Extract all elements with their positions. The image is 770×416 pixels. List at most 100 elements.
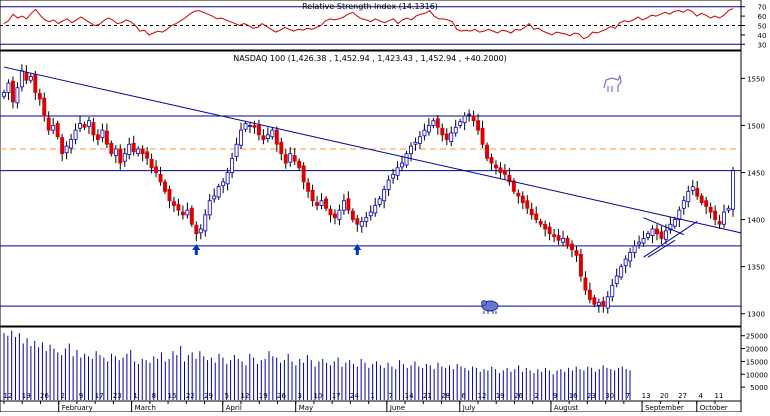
candle-body <box>28 76 33 81</box>
x-day-label: 30 <box>605 392 614 400</box>
x-day-label: 19 <box>259 392 268 400</box>
x-month-label: February <box>62 404 93 412</box>
x-day-label: 12 <box>478 392 487 400</box>
candle-body <box>301 165 306 183</box>
candle-body <box>417 136 422 144</box>
candle-body <box>386 179 391 190</box>
x-day-label: 11 <box>715 392 724 400</box>
candle-body <box>529 208 534 216</box>
volume-tick-label: 10000 <box>746 371 768 379</box>
axis-layer: 12 19 26 2 9 17 23 1 8 15 22 29 5 12 19 26 3 10 17 24 1 7 14 21… <box>3 392 728 412</box>
rsi-tick-label: 70 <box>758 4 767 12</box>
x-day-label: 19 <box>496 392 505 400</box>
trendline <box>3 66 742 234</box>
volume-tick-label: 25000 <box>746 333 768 341</box>
x-axis-panel <box>0 400 742 413</box>
candle-body <box>279 141 284 155</box>
x-day-label: 12 <box>4 392 13 400</box>
candle-body <box>319 200 324 206</box>
x-day-label: 9 <box>553 392 557 400</box>
candle-body <box>297 160 302 169</box>
candle-body <box>292 155 297 162</box>
price-tick-label: 1300 <box>747 311 765 319</box>
price-tick-label: 1500 <box>747 122 765 130</box>
candle-body <box>462 115 467 124</box>
price-tick-label: 1550 <box>747 75 765 83</box>
candle-body <box>203 214 208 232</box>
candle-body <box>699 195 704 204</box>
x-month-label: August <box>554 404 579 412</box>
x-day-label: 23 <box>587 392 596 400</box>
candle-body <box>605 296 610 309</box>
candle-body <box>681 200 686 209</box>
candle-body <box>646 233 650 238</box>
candle-body <box>596 302 601 306</box>
x-day-label: 15 <box>168 392 177 400</box>
candle-body <box>122 153 127 162</box>
candle-body <box>64 145 69 154</box>
candle-body <box>95 134 100 140</box>
candle-body <box>502 170 507 175</box>
rsi-tick-label: 30 <box>758 41 767 49</box>
candle-body <box>480 127 485 145</box>
candle-body <box>574 250 579 256</box>
x-day-label: 3 <box>297 392 301 400</box>
candle-body <box>355 218 360 225</box>
candle-body <box>51 125 56 131</box>
candle-body <box>341 200 346 211</box>
candle-body <box>221 181 226 187</box>
rsi-title: Relative Strength Index (14.1316) <box>302 2 438 11</box>
candle-body <box>6 82 11 93</box>
x-day-label: 28 <box>441 392 450 400</box>
candle-body <box>306 182 311 192</box>
candle-body <box>409 145 413 155</box>
candle-body <box>547 226 552 235</box>
candle-body <box>444 133 449 140</box>
candle-body <box>726 207 731 211</box>
candle-body <box>368 211 373 217</box>
candle-body <box>243 123 248 130</box>
x-month-label: September <box>645 404 684 412</box>
candle-body <box>194 224 199 235</box>
candle-body <box>520 195 525 204</box>
x-day-label: 2 <box>534 392 538 400</box>
candle-body <box>583 277 588 291</box>
x-day-label: 26 <box>514 392 523 400</box>
candle-body <box>364 217 369 222</box>
candle-body <box>641 237 646 244</box>
candle-body <box>422 129 427 137</box>
candle-body <box>440 127 445 136</box>
candle-body <box>453 126 458 134</box>
candle-body <box>127 143 132 156</box>
candle-body <box>672 219 677 227</box>
x-day-label: 1 <box>133 392 137 400</box>
candle-body <box>104 130 109 145</box>
candle-body <box>650 228 655 236</box>
candle-body <box>180 211 185 216</box>
candle-body <box>55 123 60 138</box>
x-month-label: July <box>462 404 476 412</box>
candle-body <box>695 188 700 197</box>
candle-body <box>248 125 252 127</box>
candle-body <box>33 74 38 93</box>
x-month-label: October <box>700 404 728 412</box>
x-day-label: 19 <box>22 392 31 400</box>
candle-body <box>346 198 351 211</box>
candle-body <box>171 201 176 206</box>
x-day-label: 16 <box>569 392 578 400</box>
candle-body <box>198 228 203 234</box>
x-day-label: 22 <box>186 392 195 400</box>
candle-body <box>400 162 404 168</box>
candle-body <box>163 181 167 192</box>
candle-body <box>449 132 454 142</box>
candle-body <box>87 120 91 127</box>
candle-body <box>158 173 163 183</box>
up-arrow-icon <box>192 244 201 255</box>
candle-body <box>270 129 275 138</box>
candle-body <box>154 166 159 173</box>
candle-body <box>476 120 481 131</box>
candle-body <box>731 170 735 210</box>
bear-icon <box>481 300 499 314</box>
candle-body <box>471 115 476 122</box>
